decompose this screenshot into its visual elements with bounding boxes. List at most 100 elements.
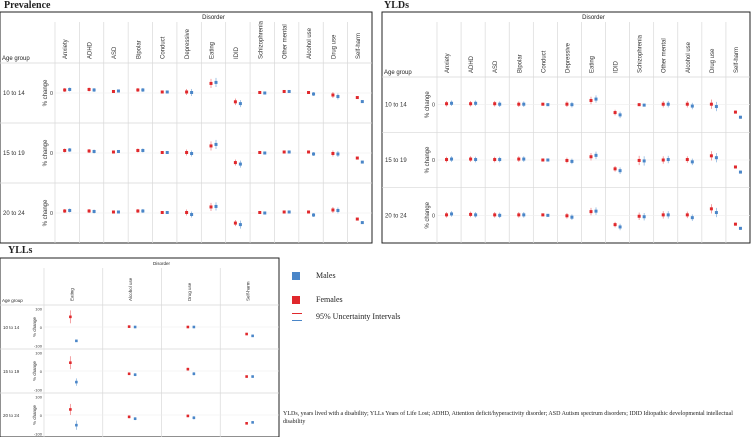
ylls-age-group-row-label: 15 to 19 — [3, 369, 20, 374]
prevalence-male-point — [68, 148, 72, 152]
ylds-female-point — [709, 102, 713, 106]
prevalence-male-point — [92, 209, 96, 213]
prevalence-female-point — [282, 89, 286, 93]
prevalence-female-point — [355, 217, 359, 221]
ylls-y-axis-label: % change — [32, 404, 37, 425]
prevalence-female-point — [258, 150, 262, 154]
ylls-panel-title: YLLs — [8, 245, 33, 256]
ylds-category-label: IDID — [614, 60, 620, 73]
ylds-male-point — [474, 158, 478, 162]
prevalence-category-label: IDID — [234, 46, 240, 59]
ylds-female-point — [661, 213, 665, 217]
ylds-panel-title: YLDs — [384, 0, 410, 11]
ylds-y-tick-label: 0 — [432, 158, 435, 164]
ylls-male-point — [192, 372, 196, 376]
ylds-female-point — [709, 154, 713, 158]
prevalence-female-point — [87, 209, 91, 213]
ylds-y-axis-label: % change — [425, 146, 431, 173]
prevalence-female-point — [307, 210, 311, 214]
prevalence-female-point — [355, 156, 359, 160]
prevalence-male-point — [360, 221, 364, 225]
ylds-male-point — [522, 213, 526, 217]
ylds-male-point — [546, 103, 550, 107]
ylds-male-point — [690, 160, 694, 164]
ylds-male-point — [642, 215, 646, 219]
ylls-y-tick-label: 100 — [35, 307, 43, 312]
ylds-male-point — [714, 105, 718, 109]
ylls-male-point — [251, 375, 254, 378]
ylls-female-point — [245, 422, 248, 425]
ylds-male-point — [690, 216, 694, 220]
prevalence-female-point — [331, 152, 335, 156]
prevalence-female-point — [282, 150, 286, 154]
prevalence-female-point — [160, 150, 164, 154]
prevalence-y-axis-label: % change — [43, 199, 49, 226]
prevalence-male-point — [190, 213, 194, 217]
prevalence-y-axis-label: % change — [43, 79, 49, 106]
ylds-male-point — [738, 226, 742, 230]
ylls-male-point — [192, 325, 196, 329]
ylds-male-point — [498, 158, 502, 162]
prevalence-female-point — [258, 90, 262, 94]
ylds-category-label: Self-harm — [734, 47, 740, 73]
prevalence-y-tick-label: 0 — [50, 211, 53, 217]
ylds-male-point — [450, 212, 454, 216]
prevalence-male-point — [312, 152, 316, 156]
prevalence-category-label: Depressive — [185, 28, 191, 59]
ylds-female-point — [613, 223, 617, 227]
prevalence-male-point — [336, 95, 340, 99]
prevalence-female-point — [136, 88, 140, 92]
ylds-category-label: Bipolar — [517, 54, 523, 73]
ylls-y-tick-label: 0 — [40, 369, 43, 374]
ylds-category-label: Other mental — [662, 38, 668, 73]
prevalence-category-label: Self-harm — [356, 33, 362, 59]
ylds-male-point — [594, 97, 598, 101]
legend-ui-label: 95% Uncertainty Intervals — [316, 312, 401, 321]
ylds-female-point — [493, 158, 497, 162]
ylls-female-point — [245, 332, 248, 336]
ylds-female-point — [661, 158, 665, 162]
ylds-male-point — [666, 158, 670, 162]
ylds-plot: Disorder Age group Anxiety ADHD ASD Bipolar Co… — [381, 11, 751, 244]
prevalence-male-point — [92, 149, 96, 153]
prevalence-male-point — [312, 92, 316, 96]
ylds-female-point — [733, 222, 737, 226]
prevalence-female-point — [63, 148, 67, 152]
ylds-male-point — [546, 158, 550, 162]
ylls-y-tick-label: -100 — [34, 431, 43, 436]
ylds-frame — [381, 11, 751, 244]
ylls-y-axis-label: % change — [32, 360, 37, 381]
prevalence-y-axis-label: % change — [43, 139, 49, 166]
ylds-male-point — [450, 157, 454, 161]
ylds-male-point — [642, 159, 646, 163]
ylds-male-point — [498, 213, 502, 217]
prevalence-female-point — [282, 210, 286, 214]
prevalence-female-point — [111, 89, 115, 93]
legend-females-label: Females — [316, 295, 343, 304]
female-swatch — [292, 295, 300, 304]
ylds-male-point — [570, 215, 574, 219]
ylls-female-point — [127, 325, 131, 328]
ylls-female-point — [186, 367, 190, 371]
ylds-category-label: Anxiety — [445, 53, 451, 73]
prevalence-male-point — [116, 210, 120, 214]
prevalence-frame — [0, 11, 373, 244]
ylds-female-point — [613, 167, 617, 171]
prevalence-female-point — [111, 210, 115, 214]
prevalence-female-point — [331, 208, 335, 212]
ylds-female-point — [493, 213, 497, 217]
ylls-male-point — [192, 416, 196, 420]
ylls-female-point — [186, 325, 190, 329]
prevalence-male-point — [165, 150, 169, 154]
prevalence-category-label: Conduct — [161, 36, 167, 59]
ylds-y-axis-label: % change — [425, 91, 431, 118]
prevalence-category-label: Eating — [210, 42, 216, 59]
ylds-male-point — [690, 104, 694, 108]
prevalence-male-point — [238, 223, 242, 227]
ylls-plot: Disorder Age group Eating Alcohol use Drug u… — [0, 257, 280, 437]
prevalence-male-point — [360, 160, 364, 164]
legend-item-males: Males — [292, 271, 336, 280]
ylls-category-label: Drug use — [187, 282, 192, 301]
ylds-male-point — [522, 157, 526, 161]
ylds-female-point — [469, 102, 473, 106]
